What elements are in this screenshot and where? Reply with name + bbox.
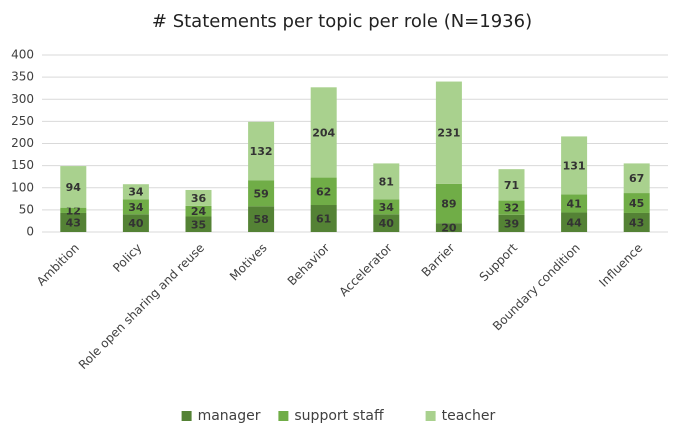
bar-segment [561,212,588,232]
x-tick-label: Policy [110,241,144,275]
bar-segment [498,169,525,201]
data-label: 32 [504,202,519,215]
data-label: 35 [191,218,206,231]
bar-segment [60,212,87,232]
bar-segment [60,166,87,208]
bar-segment [623,193,650,213]
bar-segment [60,207,87,213]
data-label: 204 [312,126,335,139]
bar-segment [185,205,212,217]
data-label: 132 [250,145,273,158]
bar-segment [623,212,650,232]
data-label: 131 [563,159,586,172]
legend-label: manager [198,408,261,424]
data-label: 45 [629,197,644,210]
data-label: 231 [437,127,460,140]
bar-segment [373,199,400,215]
y-tick-label: 300 [11,92,34,106]
bar-segment [248,180,275,207]
data-label: 94 [66,181,82,194]
legend-label: support staff [294,408,384,424]
y-tick-label: 400 [11,48,34,62]
data-label: 34 [379,201,395,214]
bar-segment [435,81,462,184]
data-label: 43 [629,216,644,229]
bar-segment [435,223,462,232]
data-label: 39 [504,217,519,230]
x-tick-label: Support [477,240,521,284]
data-label: 58 [253,213,268,226]
y-tick-label: 150 [11,158,34,172]
bar-segment [310,87,337,178]
x-tick-label: Behavior [285,241,333,289]
data-label: 59 [253,187,268,200]
bar-segment [248,121,275,181]
bar-segment [122,184,149,200]
data-label: 43 [66,216,81,229]
data-label: 44 [566,216,582,229]
data-label: 40 [379,217,395,230]
x-tick-label: Ambition [34,241,82,289]
bar-segment [248,206,275,232]
x-tick-label: Role open sharing and reuse [76,241,207,372]
data-label: 34 [128,186,144,199]
bar-segment [435,183,462,224]
x-tick-label: Motives [227,241,270,284]
bar-segment [185,216,212,232]
bar-segment [122,199,149,215]
data-label: 81 [379,175,394,188]
legend-swatch [181,411,192,421]
data-label: 34 [128,201,144,214]
x-tick-label: Influence [596,241,645,290]
bar-segment [122,214,149,232]
data-label: 61 [316,213,331,226]
bar-segment [561,136,588,195]
legend-swatch [278,411,289,421]
y-tick-label: 0 [26,225,34,239]
bar-segment [373,163,400,200]
data-label: 41 [566,197,581,210]
data-label: 20 [441,222,457,235]
chart-title: # Statements per topic per role (N=1936) [152,11,532,32]
bar-segment [561,194,588,213]
x-tick-label: Accelerator [337,241,395,299]
y-tick-label: 350 [11,70,34,84]
data-label: 71 [504,179,519,192]
legend-label: teacher [442,408,496,424]
data-label: 62 [316,185,331,198]
x-tick-label: Barrier [419,241,458,280]
legend-swatch [425,411,436,421]
y-tick-label: 50 [19,202,34,216]
bar-segment [498,214,525,232]
bar-segment [373,214,400,232]
y-tick-label: 100 [11,180,34,194]
y-tick-label: 200 [11,136,34,150]
bar-segment [310,205,337,232]
bar-segment [310,177,337,206]
data-label: 89 [441,197,456,210]
data-label: 36 [191,192,207,205]
y-tick-label: 250 [11,114,34,128]
bar-segment [185,189,212,206]
data-label: 67 [629,172,644,185]
bar-segment [498,200,525,215]
bar-segment [623,163,650,194]
data-label: 40 [128,217,144,230]
data-label: 24 [191,205,207,218]
